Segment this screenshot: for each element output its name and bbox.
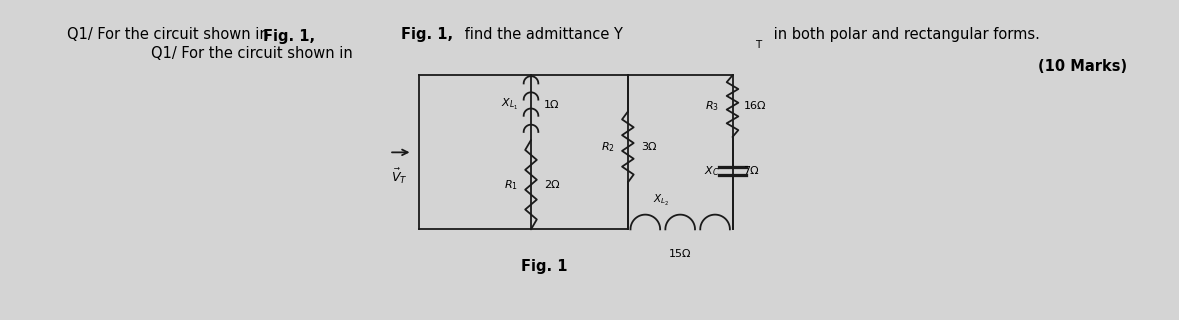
Text: find the admittance Y: find the admittance Y [460, 27, 623, 42]
Text: 16Ω: 16Ω [743, 101, 766, 111]
Text: $R_2$: $R_2$ [601, 140, 614, 154]
Text: in both polar and rectangular forms.: in both polar and rectangular forms. [769, 27, 1040, 42]
Text: Q1/ For the circuit shown in: Q1/ For the circuit shown in [67, 27, 274, 42]
Text: 7Ω: 7Ω [743, 166, 759, 176]
Text: $R_1$: $R_1$ [503, 178, 518, 192]
Text: (10 Marks): (10 Marks) [1038, 59, 1127, 74]
Text: $\vec{V}_T$: $\vec{V}_T$ [390, 166, 407, 186]
Text: $X_C$: $X_C$ [704, 164, 719, 178]
Text: Fig. 1,: Fig. 1, [263, 29, 315, 44]
Text: $R_3$: $R_3$ [705, 99, 719, 113]
Text: $X_{L_1}$: $X_{L_1}$ [501, 97, 518, 112]
Text: 3Ω: 3Ω [641, 142, 657, 152]
Text: Fig. 1: Fig. 1 [521, 259, 568, 274]
Text: 1Ω: 1Ω [545, 100, 560, 110]
Text: Q1/ For the circuit shown in: Q1/ For the circuit shown in [151, 46, 357, 61]
Text: 15Ω: 15Ω [668, 249, 691, 259]
Text: T: T [755, 40, 760, 50]
Text: $X_{L_2}$: $X_{L_2}$ [653, 193, 668, 208]
Text: Fig. 1,: Fig. 1, [401, 27, 453, 42]
Text: 2Ω: 2Ω [545, 180, 560, 190]
